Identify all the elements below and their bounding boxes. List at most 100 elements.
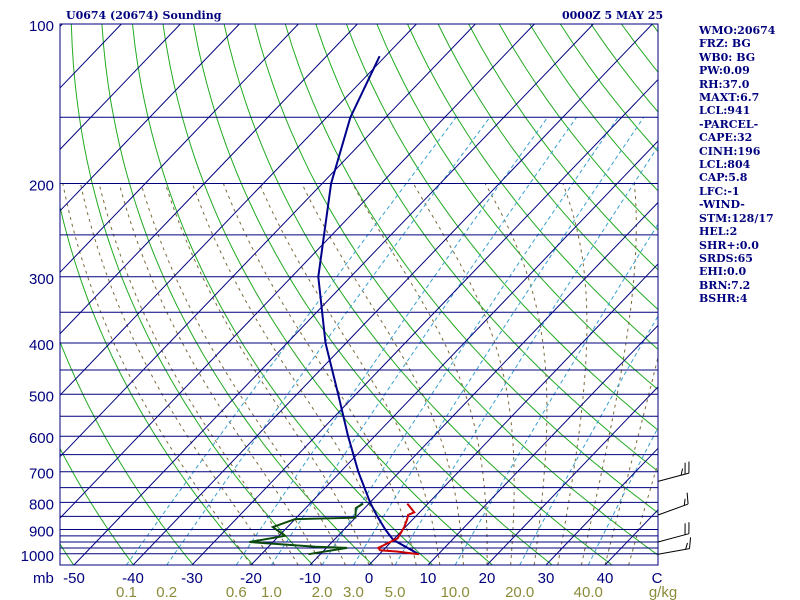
- isotherm-line: [486, 386, 658, 565]
- moist-adiabat-line: [258, 183, 441, 565]
- isotherm-line: [60, 24, 122, 89]
- mixing-ratio-line: [270, 117, 577, 565]
- mixing-ratio-line: [235, 117, 549, 565]
- wind-barb-flag: [686, 492, 689, 505]
- mixing-ratio-label: 5.0: [385, 584, 406, 600]
- pressure-label: 400: [29, 337, 54, 354]
- moist-adiabat-line: [62, 183, 252, 565]
- pressure-label: 200: [29, 177, 54, 194]
- temperature-tick-label: 0: [365, 570, 373, 587]
- wind-barb-staff: [657, 472, 690, 482]
- wind-barb-staff: [657, 533, 690, 543]
- isotherm-line: [368, 263, 658, 565]
- pressure-label: 1000: [21, 548, 54, 565]
- index-line: MAXT:6.7: [699, 91, 760, 105]
- isotherm-line: [60, 24, 476, 458]
- wind-barb: [657, 461, 690, 482]
- mixing-ratio-label: 3.0: [343, 584, 364, 600]
- moist-adiabat-line: [80, 183, 276, 565]
- dry-adiabat-line: [774, 24, 800, 565]
- moist-adiabat-line: [557, 183, 588, 565]
- index-line: LFC:-1: [699, 184, 740, 198]
- dry-adiabat-line: [193, 24, 553, 565]
- wind-barb-staff: [657, 548, 690, 555]
- dry-adiabat-line: [60, 204, 254, 565]
- index-line: WB0: BG: [699, 50, 756, 64]
- moist-adiabat-line: [222, 183, 417, 565]
- wind-barb-flag: [685, 542, 688, 550]
- wind-barb: [657, 537, 692, 555]
- mixing-ratio-label: 10.0: [441, 584, 470, 600]
- dry-adiabat-line: [132, 24, 433, 565]
- wind-barb-staff: [657, 503, 689, 516]
- dry-adiabat-line: [60, 447, 134, 565]
- index-line: SHR+:0.0: [699, 238, 759, 252]
- moist-adiabats: [62, 183, 658, 565]
- index-line: SRDS:65: [699, 251, 753, 265]
- isotherm-line: [60, 24, 63, 28]
- isotherm-line: [0, 24, 3, 565]
- index-line: -PARCEL-: [699, 117, 759, 131]
- height-label: 566 m: [66, 0, 102, 3]
- index-line: RH:37.0: [699, 77, 750, 91]
- dry-adiabat-line: [468, 24, 658, 271]
- isotherm-line: [60, 24, 240, 212]
- isobars: [60, 24, 658, 555]
- dry-adiabat-line: [0, 24, 14, 565]
- height-label: 994 m: [66, 0, 102, 3]
- dry-adiabat-line: [376, 24, 658, 391]
- dry-adiabat-line: [60, 543, 75, 565]
- temperature-tick-label: -40: [122, 570, 144, 587]
- index-line: CINH:196: [699, 144, 761, 158]
- dry-adiabat-line: [60, 340, 194, 565]
- temperature-trace: [376, 502, 420, 556]
- index-line: CAPE:32: [699, 131, 753, 145]
- index-line: -WIND-: [699, 198, 745, 212]
- moist-adiabat-line: [118, 183, 323, 565]
- temperature-tick-label: 20: [479, 570, 496, 587]
- moist-adiabat-line: [484, 183, 548, 565]
- mixing-ratio-line: [166, 117, 491, 565]
- moist-adiabat-line: [140, 183, 346, 565]
- wind-barb-flag: [680, 468, 684, 476]
- moist-adiabat-line: [164, 183, 370, 565]
- pressure-label: 600: [29, 430, 54, 447]
- dry-adiabat-line: [407, 24, 658, 350]
- moist-adiabat-line: [352, 183, 488, 565]
- dry-adiabat-line: [254, 24, 658, 556]
- pressure-label: 700: [29, 466, 54, 483]
- isotherm-line: [545, 447, 658, 565]
- isotherm-line: [309, 201, 658, 565]
- index-line: BSHR:4: [699, 292, 748, 306]
- dry-adiabat-line: [315, 24, 658, 472]
- isotherm-line: [132, 24, 653, 565]
- mixing-ratio-label: 0.1: [116, 584, 137, 600]
- temperature-tick-label: -50: [63, 570, 85, 587]
- index-line: HEL:2: [699, 225, 738, 239]
- isotherm-line: [73, 24, 594, 565]
- dry-adiabat-line: [162, 24, 493, 565]
- mixing-ratio-label: 0.6: [226, 584, 247, 600]
- dry-adiabat-line: [437, 24, 658, 311]
- dry-adiabat-line: [345, 24, 658, 431]
- pressure-label: 300: [29, 271, 54, 288]
- pressure-unit-label: mb: [33, 570, 54, 587]
- index-line: CAP:5.8: [699, 171, 748, 185]
- height-label: 1443 m: [66, 0, 109, 3]
- pressure-label: 100: [29, 18, 54, 35]
- temperature-tick-label: -20: [240, 570, 262, 587]
- parcel-trace: [317, 55, 420, 556]
- index-line: FRZ: BG: [699, 37, 751, 51]
- index-line: WMO:20674: [699, 24, 776, 37]
- pressure-label: 500: [29, 388, 54, 405]
- pressure-label: 800: [29, 496, 54, 513]
- isotherm-line: [427, 324, 658, 565]
- height-label: 1911 m: [66, 0, 108, 3]
- wind-barb-flag: [689, 537, 692, 549]
- isotherm-line: [60, 24, 358, 335]
- mixing-ratio-unit-label: g/kg: [649, 584, 677, 600]
- dry-adiabat-line: [70, 24, 314, 565]
- moist-adiabat-line: [191, 183, 394, 565]
